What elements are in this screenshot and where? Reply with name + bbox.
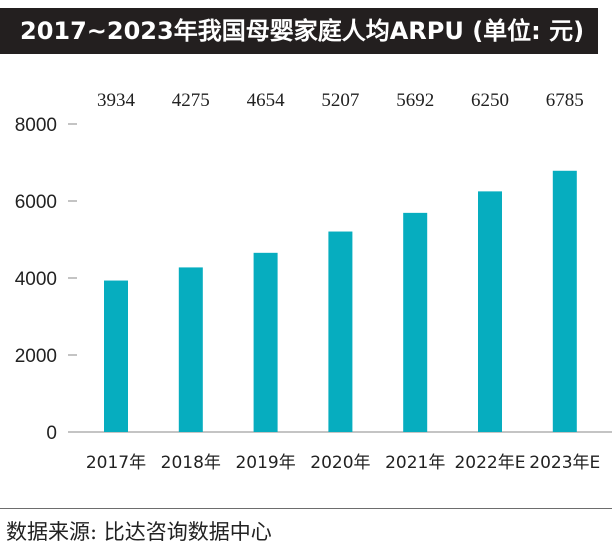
data-label: 5207 [321, 90, 359, 111]
x-tick-label: 2023年E [529, 453, 600, 473]
y-tick-label: 4000 [15, 269, 57, 290]
y-tick-label: 0 [46, 423, 57, 444]
bar [104, 280, 128, 432]
x-tick-label: 2021年 [385, 453, 445, 473]
x-tick-label: 2017年 [86, 453, 146, 473]
y-tick-label: 8000 [15, 115, 57, 136]
y-tick-label: 2000 [15, 346, 57, 367]
data-label: 6250 [471, 90, 509, 111]
bar [328, 231, 353, 432]
bar [253, 252, 278, 432]
source-note: 数据来源: 比达咨询数据中心 [6, 520, 272, 544]
x-tick-label: 2018年 [161, 453, 221, 473]
data-label: 4654 [247, 90, 286, 111]
x-tick-label: 2020年 [310, 453, 370, 473]
bar [552, 170, 577, 432]
bar [478, 191, 502, 432]
footer-divider [0, 508, 612, 509]
y-tick-label: 6000 [15, 192, 57, 213]
data-label: 6785 [546, 90, 584, 111]
data-label: 3934 [97, 90, 136, 111]
x-tick-label: 2022年E [454, 453, 525, 473]
bar [178, 267, 203, 432]
x-tick-label: 2019年 [235, 453, 295, 473]
bar-chart: 0 2000 4000 6000 8000 3934 2017年 4275 2018年 4654 2… [15, 90, 612, 473]
chart-title: 2017~2023年我国母婴家庭人均ARPU (单位: 元) [0, 8, 598, 54]
data-label: 5692 [396, 90, 434, 111]
bar [403, 212, 428, 432]
data-label: 4275 [172, 90, 210, 111]
